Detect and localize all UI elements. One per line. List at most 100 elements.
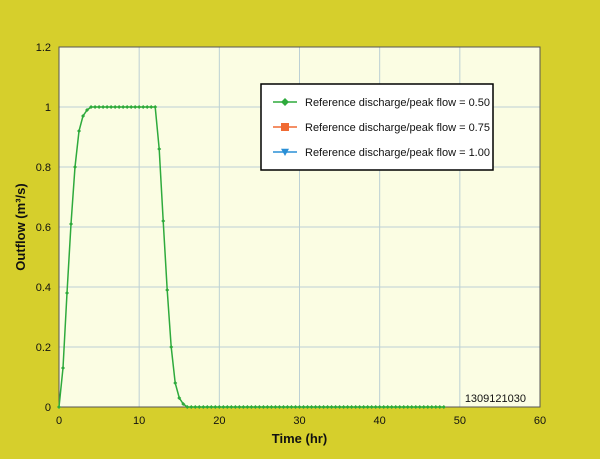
data-point — [345, 405, 350, 409]
data-point — [125, 105, 130, 109]
data-point — [117, 105, 122, 109]
data-point — [381, 405, 386, 409]
data-point — [181, 402, 186, 406]
data-point — [429, 405, 434, 409]
data-point — [61, 366, 66, 370]
data-point — [81, 114, 86, 118]
data-point — [401, 405, 406, 409]
data-point — [397, 405, 402, 409]
figure-id-annotation: 1309121030 — [465, 393, 526, 405]
data-point — [133, 105, 138, 109]
x-tick-label: 40 — [374, 415, 386, 427]
data-point — [225, 405, 230, 409]
data-point — [281, 405, 286, 409]
data-point — [185, 405, 190, 409]
data-point — [273, 405, 278, 409]
data-point — [405, 405, 410, 409]
y-tick-label: 0.8 — [36, 162, 51, 174]
data-point — [361, 405, 366, 409]
data-point — [309, 405, 314, 409]
data-point — [413, 405, 418, 409]
data-point — [337, 405, 342, 409]
data-point — [317, 405, 322, 409]
data-point — [321, 405, 326, 409]
data-point — [145, 105, 150, 109]
data-point — [269, 405, 274, 409]
data-point — [141, 105, 146, 109]
data-point — [233, 405, 238, 409]
data-point — [393, 405, 398, 409]
data-point — [277, 405, 282, 409]
data-point — [69, 222, 74, 226]
data-point — [409, 405, 414, 409]
data-point — [129, 105, 134, 109]
data-point — [109, 105, 114, 109]
data-point — [293, 405, 298, 409]
data-point — [285, 405, 290, 409]
y-tick-label: 1.2 — [36, 42, 51, 54]
data-point — [101, 105, 106, 109]
data-point — [161, 219, 166, 223]
data-point — [297, 405, 302, 409]
data-point — [245, 405, 250, 409]
data-point — [421, 405, 426, 409]
y-axis-title: Outflow (m³/s) — [13, 183, 28, 270]
data-point — [305, 405, 310, 409]
x-tick-label: 60 — [534, 415, 546, 427]
data-point — [137, 105, 142, 109]
data-point — [193, 405, 198, 409]
data-point — [189, 405, 194, 409]
data-point — [169, 345, 174, 349]
data-point — [353, 405, 358, 409]
data-point — [373, 405, 378, 409]
data-point — [425, 405, 430, 409]
data-point — [289, 405, 294, 409]
data-point — [365, 405, 370, 409]
data-point — [157, 147, 162, 151]
data-point — [257, 405, 262, 409]
x-tick-label: 0 — [56, 415, 62, 427]
data-point — [349, 405, 354, 409]
x-tick-label: 50 — [454, 415, 466, 427]
data-point — [209, 405, 214, 409]
x-tick-label: 30 — [293, 415, 305, 427]
data-point — [437, 405, 442, 409]
data-point — [389, 405, 394, 409]
data-point — [217, 405, 222, 409]
legend-marker — [281, 98, 289, 106]
y-tick-label: 0.2 — [36, 342, 51, 354]
data-point — [173, 381, 178, 385]
data-point — [237, 405, 242, 409]
data-point — [221, 405, 226, 409]
x-tick-label: 10 — [133, 415, 145, 427]
data-point — [433, 405, 438, 409]
data-point — [417, 405, 422, 409]
data-point — [65, 291, 70, 295]
data-point — [241, 405, 246, 409]
data-point — [441, 405, 446, 409]
data-point — [357, 405, 362, 409]
legend-marker — [281, 148, 289, 156]
data-point — [57, 405, 61, 409]
data-point — [77, 129, 82, 133]
data-point — [385, 405, 390, 409]
data-point — [341, 405, 346, 409]
data-point — [265, 405, 270, 409]
y-tick-label: 0 — [45, 402, 51, 414]
y-tick-label: 0.6 — [36, 222, 51, 234]
x-axis-title: Time (hr) — [272, 431, 327, 446]
data-point — [177, 396, 182, 400]
legend-label: Reference discharge/peak flow = 0.75 — [305, 122, 490, 134]
data-point — [97, 105, 102, 109]
data-point — [229, 405, 234, 409]
y-tick-label: 0.4 — [36, 282, 51, 294]
data-point — [253, 405, 258, 409]
data-point — [105, 105, 110, 109]
data-point — [93, 105, 98, 109]
data-point — [121, 105, 126, 109]
data-point — [377, 405, 382, 409]
data-point — [205, 405, 210, 409]
y-tick-label: 1 — [45, 102, 51, 114]
data-point — [301, 405, 306, 409]
